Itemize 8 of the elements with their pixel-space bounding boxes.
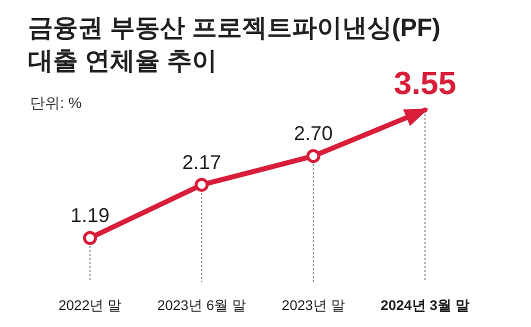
data-label: 1.19: [70, 205, 110, 227]
x-tick-label: 2023년 말: [282, 297, 345, 313]
x-tick-label: 2024년 3월 말: [380, 297, 470, 313]
chart-subtitle: 단위: %: [30, 95, 82, 112]
data-label: 2.17: [182, 152, 222, 174]
x-tick-label: 2023년 6월 말: [157, 297, 246, 313]
x-tick-label: 2022년 말: [58, 297, 122, 313]
data-label: 2.70: [294, 123, 333, 146]
